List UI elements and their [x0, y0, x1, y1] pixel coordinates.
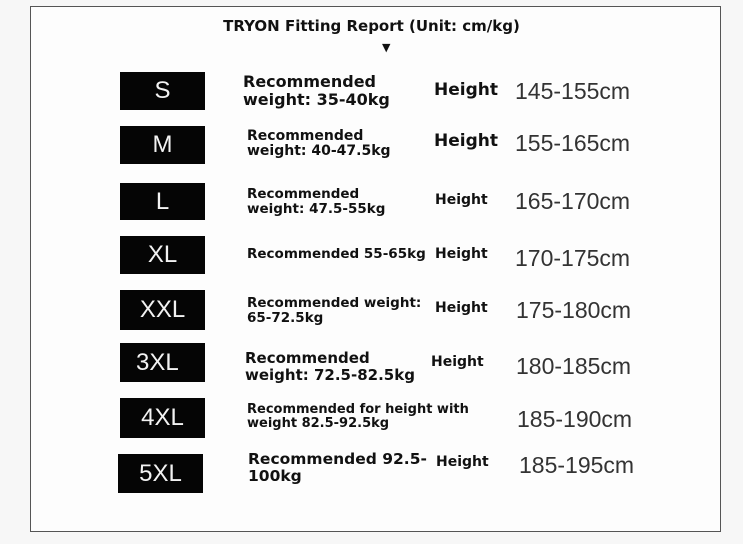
height-range-xxl: 175-180cm — [516, 297, 632, 323]
weight-text-l: Recommended weight: 47.5-55kg — [247, 187, 385, 217]
weight-line: Recommended weight: — [247, 295, 422, 311]
height-label-l: Height — [435, 192, 488, 208]
height-label-m: Height — [434, 131, 498, 151]
weight-line: weight: 47.5-55kg — [247, 200, 386, 217]
size-badge-xxl: XXL — [120, 290, 205, 330]
weight-line: weight: 35-40kg — [243, 89, 390, 109]
height-range-l: 165-170cm — [515, 188, 631, 214]
size-badge-s: S — [120, 72, 205, 110]
weight-text-5xl: Recommended 92.5- 100kg — [248, 450, 427, 486]
weight-line: Recommended 92.5- — [248, 450, 427, 468]
weight-line: weight: 72.5-82.5kg — [245, 365, 415, 384]
weight-text-4xl: Recommended for height with weight 82.5-9… — [247, 402, 469, 432]
height-label-5xl: Height — [436, 454, 489, 470]
size-badge-l: L — [120, 183, 205, 220]
weight-line: 100kg — [248, 467, 302, 486]
weight-line: Recommended — [245, 349, 370, 367]
weight-line: Recommended — [243, 72, 376, 91]
weight-line: 65-72.5kg — [247, 309, 324, 326]
height-range-5xl: 185-195cm — [519, 452, 635, 478]
size-badge-5xl: 5XL — [118, 454, 203, 493]
height-range-m: 155-165cm — [515, 130, 631, 156]
height-label-s: Height — [434, 80, 498, 100]
weight-text-xl: Recommended 55-65kg — [247, 247, 426, 262]
down-triangle-icon: ▼ — [382, 41, 391, 54]
size-badge-xl: XL — [120, 236, 205, 274]
weight-line: weight: 40-47.5kg — [247, 143, 391, 160]
weight-text-xxl: Recommended weight: 65-72.5kg — [247, 296, 421, 326]
weight-text-3xl: Recommended weight: 72.5-82.5kg — [245, 350, 415, 383]
weight-text-s: Recommended weight: 35-40kg — [243, 73, 390, 108]
height-label-xl: Height — [435, 246, 488, 262]
size-badge-3xl: 3XL — [120, 343, 205, 382]
size-badge-4xl: 4XL — [120, 398, 205, 438]
height-label-3xl: Height — [431, 354, 484, 370]
weight-line: Recommended for height with — [247, 402, 469, 417]
height-range-xl: 170-175cm — [515, 245, 631, 271]
weight-line: weight 82.5-92.5kg — [247, 416, 390, 432]
height-range-3xl: 180-185cm — [516, 353, 632, 379]
height-range-4xl: 185-190cm — [517, 406, 633, 432]
report-title: TRYON Fitting Report (Unit: cm/kg) — [223, 17, 520, 35]
size-badge-m: M — [120, 126, 205, 164]
weight-line: Recommended — [247, 186, 360, 202]
height-range-s: 145-155cm — [515, 78, 631, 104]
weight-text-m: Recommended weight: 40-47.5kg — [247, 128, 391, 160]
weight-line: Recommended 55-65kg — [247, 246, 426, 262]
weight-line: Recommended — [247, 128, 364, 144]
height-label-xxl: Height — [435, 300, 488, 316]
